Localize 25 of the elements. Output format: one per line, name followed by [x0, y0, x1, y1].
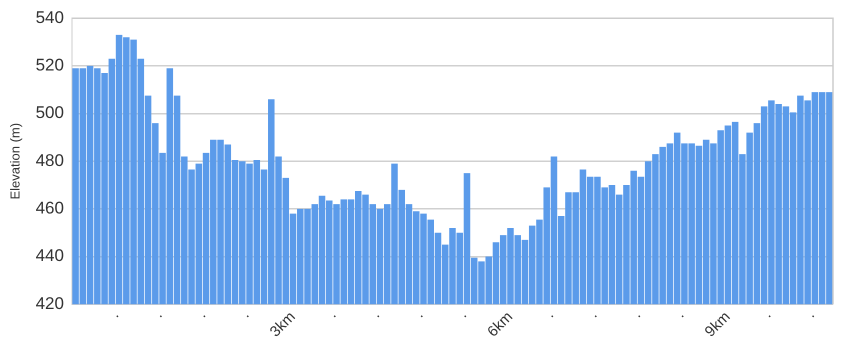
y-tick-label: 420	[36, 294, 64, 313]
y-tick-label: 500	[36, 103, 64, 122]
x-tick-label: ·	[762, 308, 778, 324]
x-tick-label: ·	[326, 308, 342, 324]
y-axis-title: Elevation (m)	[7, 122, 22, 200]
x-tick-label: ·	[805, 308, 821, 324]
x-tick-label: ·	[588, 308, 604, 324]
y-tick-label: 460	[36, 198, 64, 218]
x-tick-label: 3km	[266, 308, 299, 340]
x-tick-label: ·	[152, 308, 168, 324]
x-tick-label: ·	[370, 308, 386, 324]
y-tick-label: 540	[36, 8, 64, 27]
x-tick-label: ·	[544, 308, 560, 324]
x-tick-label: ·	[240, 308, 256, 324]
y-tick-label: 440	[36, 246, 64, 266]
x-tick-label: ·	[674, 308, 690, 324]
x-tick-label: ·	[196, 308, 212, 324]
x-tick-label: ·	[457, 308, 473, 324]
x-tick-label: ·	[631, 308, 647, 324]
y-tick-label: 480	[36, 150, 64, 170]
x-tick-label: ·	[109, 308, 125, 324]
x-tick-label: 9km	[702, 308, 734, 340]
y-tick-label: 520	[36, 56, 64, 75]
x-tick-label: 6km	[484, 308, 516, 340]
x-tick-label: ·	[414, 308, 430, 324]
